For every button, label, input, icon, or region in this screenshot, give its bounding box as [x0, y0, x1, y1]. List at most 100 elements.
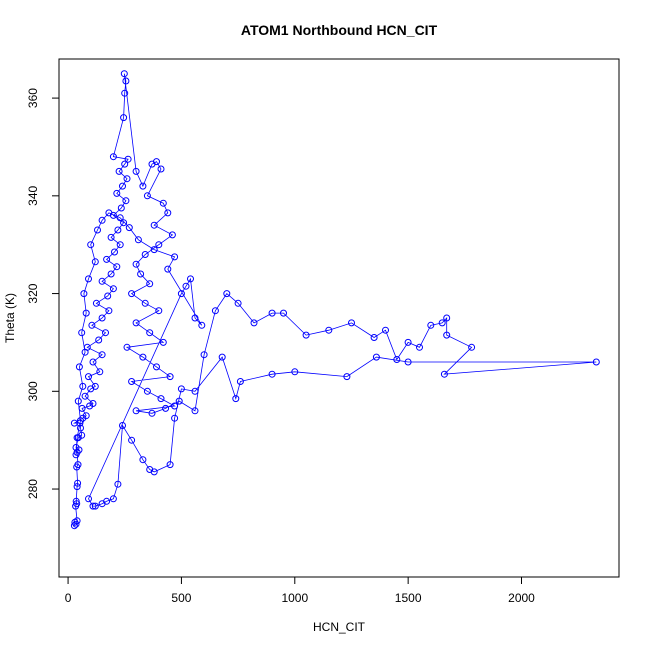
data-point — [94, 226, 101, 234]
data-point — [416, 343, 423, 351]
data-point — [74, 461, 82, 469]
data-point — [159, 338, 167, 346]
data-point — [73, 434, 81, 442]
data-point — [128, 290, 136, 298]
data-point — [125, 224, 133, 232]
data-point — [370, 334, 378, 341]
y-tick-label: 360 — [26, 88, 40, 108]
data-point — [89, 358, 97, 366]
data-point — [164, 209, 172, 217]
data-point — [74, 479, 82, 487]
data-point — [72, 444, 80, 451]
data-point — [98, 314, 106, 322]
data-point — [155, 241, 163, 249]
data-point — [302, 331, 310, 339]
data-point — [111, 248, 118, 256]
data-point — [124, 155, 132, 163]
data-point — [121, 89, 129, 97]
data-point — [89, 502, 97, 510]
data-point — [182, 282, 190, 290]
data-point — [592, 358, 600, 366]
data-point — [291, 368, 299, 376]
data-point — [120, 219, 128, 227]
data-point — [119, 182, 126, 190]
data-point — [116, 241, 124, 249]
data-point — [171, 253, 179, 261]
data-point — [218, 353, 226, 361]
data-point — [427, 321, 435, 329]
data-point — [107, 270, 115, 278]
data-point — [92, 299, 100, 307]
data-point — [72, 451, 80, 459]
data-point — [82, 309, 90, 317]
data-point — [109, 285, 117, 293]
data-point — [268, 309, 276, 317]
data-point — [157, 165, 165, 173]
data-point — [81, 392, 89, 400]
data-point — [77, 417, 84, 425]
data-point — [89, 400, 97, 407]
data-point — [116, 214, 124, 222]
data-point — [148, 409, 156, 417]
data-point — [150, 221, 158, 229]
data-point — [85, 373, 92, 381]
data-point — [79, 382, 87, 390]
data-point — [102, 329, 109, 337]
data-point — [137, 270, 145, 278]
data-point — [132, 319, 140, 327]
data-point — [132, 167, 140, 175]
data-point — [91, 382, 99, 390]
data-point — [382, 326, 389, 334]
data-point — [348, 319, 355, 327]
data-point — [85, 275, 92, 283]
data-point — [191, 314, 199, 322]
data-point — [105, 307, 113, 315]
data-point — [78, 404, 86, 412]
data-point — [73, 517, 81, 525]
data-point — [404, 338, 412, 346]
data-point — [146, 280, 154, 288]
data-point — [139, 182, 147, 190]
data-point — [121, 160, 129, 168]
data-point — [234, 299, 242, 307]
data-point — [98, 216, 106, 224]
data-point — [268, 370, 276, 378]
data-point — [77, 424, 84, 432]
data-point — [168, 231, 176, 239]
data-point — [440, 370, 448, 378]
y-tick-label: 340 — [26, 185, 40, 205]
data-point — [87, 241, 95, 249]
data-point — [113, 263, 121, 271]
data-point — [109, 153, 117, 161]
data-point — [72, 520, 80, 528]
data-point — [191, 387, 199, 395]
data-point — [325, 326, 333, 334]
data-point — [171, 414, 179, 422]
data-point — [70, 419, 78, 427]
data-point — [143, 192, 151, 200]
series-line — [72, 73, 597, 526]
data-point — [78, 329, 86, 337]
data-point — [143, 387, 151, 395]
data-point — [198, 321, 206, 329]
y-tick-label: 320 — [26, 283, 40, 303]
data-point — [146, 329, 154, 337]
data-point — [177, 385, 185, 393]
data-point — [134, 236, 142, 244]
data-point — [82, 412, 90, 420]
data-point — [404, 358, 412, 366]
data-point — [115, 167, 123, 175]
data-point — [122, 77, 130, 85]
data-point — [153, 363, 160, 371]
chart-title: ATOM1 Northbound HCN_CIT — [241, 22, 438, 38]
data-point — [280, 309, 287, 317]
data-point — [98, 500, 106, 508]
data-point — [72, 497, 80, 505]
data-point — [103, 255, 111, 263]
data-point — [177, 290, 185, 298]
data-point — [443, 331, 451, 339]
data-point — [146, 466, 154, 473]
data-point — [98, 277, 106, 285]
data-point — [211, 307, 219, 315]
data-point — [250, 319, 258, 327]
